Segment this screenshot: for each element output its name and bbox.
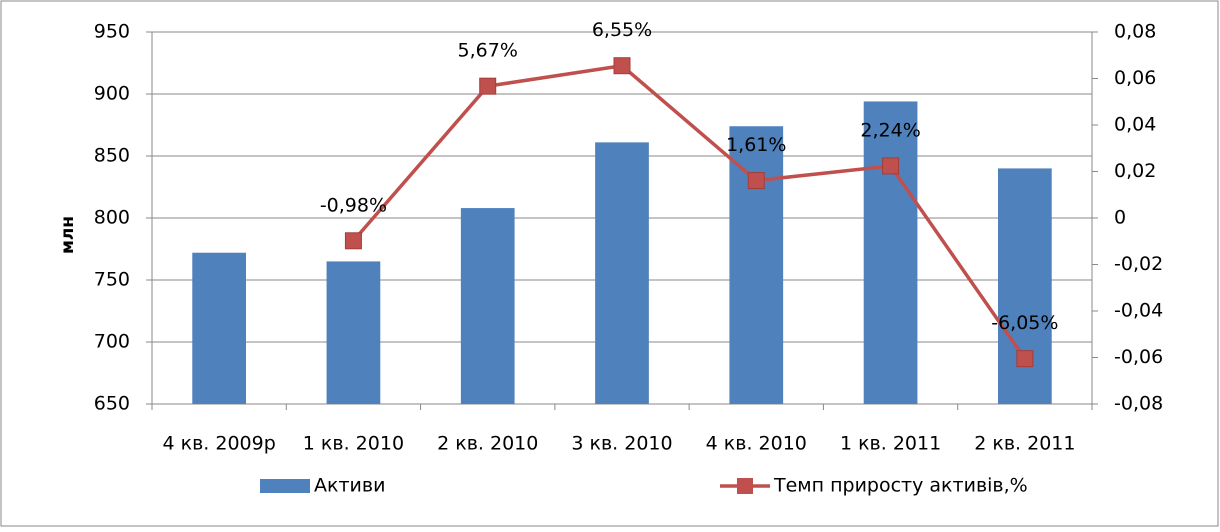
marker <box>479 77 497 95</box>
y2-tick-label: 0,06 <box>1114 67 1156 89</box>
x-tick-label: 2 кв. 2010 <box>437 433 538 455</box>
bar <box>595 142 649 405</box>
marker <box>882 157 900 175</box>
y2-tick-label: -0,08 <box>1114 393 1163 415</box>
y2-tick-label: -0,04 <box>1114 300 1163 322</box>
data-label: -0,98% <box>320 194 387 216</box>
bar <box>326 261 381 404</box>
marker <box>613 57 631 75</box>
line <box>352 63 1027 360</box>
y2-tick-label: 0 <box>1114 207 1126 229</box>
bar <box>192 252 246 404</box>
y-axis-title: млн <box>58 216 78 254</box>
legend-label: Темп приросту активів,% <box>773 475 1028 497</box>
data-label: 6,55% <box>592 19 652 41</box>
y-tick-label: 800 <box>94 207 130 229</box>
marker <box>747 172 765 190</box>
marker <box>1016 350 1034 368</box>
y2-tick-label: 0,02 <box>1114 160 1156 182</box>
x-tick-label: 4 кв. 2010 <box>706 433 807 455</box>
data-label: 2,24% <box>860 119 920 141</box>
y-tick-label: 750 <box>94 269 130 291</box>
x-tick-label: 2 кв. 2011 <box>974 433 1075 455</box>
x-tick-label: 4 кв. 2009р <box>162 433 275 455</box>
bar <box>998 168 1052 404</box>
y-tick-label: 700 <box>94 331 130 353</box>
y-tick-label: 950 <box>94 21 130 43</box>
y2-tick-label: 0,04 <box>1114 114 1156 136</box>
y-tick-label: 900 <box>94 83 130 105</box>
data-label: 1,61% <box>726 134 786 156</box>
x-tick-label: 1 кв. 2010 <box>303 433 404 455</box>
data-label: -6,05% <box>991 312 1058 334</box>
marker <box>344 232 362 250</box>
legend-marker <box>737 478 753 494</box>
x-tick-label: 3 кв. 2010 <box>571 433 672 455</box>
data-label: 5,67% <box>458 40 518 62</box>
y-tick-label: 650 <box>94 393 130 415</box>
bar <box>460 208 515 404</box>
legend-swatch <box>260 479 310 493</box>
y2-tick-label: 0,08 <box>1114 21 1156 43</box>
legend-label: Активи <box>314 475 385 497</box>
y2-tick-label: -0,06 <box>1114 346 1163 368</box>
y-tick-label: 850 <box>94 145 130 167</box>
bar <box>729 126 784 405</box>
y2-tick-label: -0,02 <box>1114 253 1163 275</box>
x-tick-label: 1 кв. 2011 <box>840 433 941 455</box>
bar <box>863 101 918 404</box>
